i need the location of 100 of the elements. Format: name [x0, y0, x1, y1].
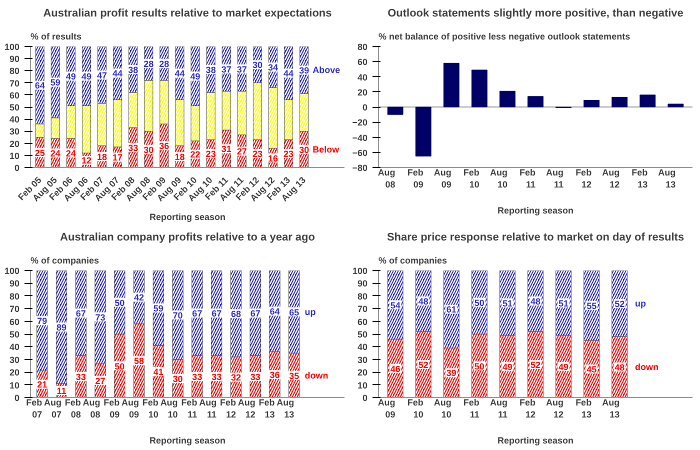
data-label: 31 [221, 144, 232, 154]
data-label: 30 [252, 60, 262, 70]
bar [387, 106, 404, 115]
data-label: 39 [446, 368, 456, 378]
y-tick-label: 90 [9, 278, 20, 289]
data-label: 50 [474, 361, 484, 372]
y-tick-label: −80 [352, 163, 368, 173]
data-label: 34 [268, 62, 278, 73]
y-tick-label: 90 [357, 278, 368, 289]
data-label: 17 [112, 152, 123, 163]
y-tick-label: 80 [357, 291, 368, 302]
data-label: 36 [270, 370, 280, 380]
x-tick-label: Feb 12 [220, 398, 236, 420]
x-tick-label: Feb 13 [632, 168, 648, 190]
data-label: 28 [159, 58, 170, 69]
y-tick-label: −20 [352, 118, 368, 128]
y-tick-label: 90 [9, 54, 20, 64]
data-label: 89 [56, 322, 67, 333]
data-label: 24 [50, 148, 60, 158]
y-tick-label: 40 [357, 342, 368, 352]
y-tick-label: 0 [362, 102, 368, 112]
y-tick-label: 100 [4, 42, 20, 52]
y-tick-label: 20 [9, 368, 20, 378]
data-label: 52 [614, 299, 625, 310]
data-label: 37 [236, 64, 247, 74]
data-label: 44 [284, 68, 294, 79]
x-tick-label: Aug 09 [434, 168, 452, 190]
data-label: 24 [66, 148, 76, 158]
x-tick-label: Aug 12 [546, 398, 564, 420]
y-tick-label: 50 [9, 102, 20, 112]
x-tick-label: Aug 11 [546, 168, 564, 190]
x-tick-label: Feb 13 [576, 398, 592, 420]
bar [415, 106, 432, 156]
data-label: 58 [134, 356, 144, 366]
chart-title: Australian company profits relative to a year ago [60, 232, 316, 244]
y-tick-label: 100 [4, 266, 20, 276]
x-tick-label: Aug 10 [490, 168, 508, 190]
data-label: 59 [153, 303, 164, 314]
x-tick-label: Aug 12 [602, 168, 620, 190]
x-tick-label: Feb 13 [258, 398, 276, 420]
y-tick-label: 20 [357, 87, 368, 98]
data-label: 64 [270, 306, 280, 317]
x-tick-label: Feb 08 [64, 398, 82, 420]
x-tick-label: Aug 11 [490, 398, 508, 420]
bar [640, 94, 656, 108]
data-label: 28 [144, 58, 154, 69]
x-tick-label: Aug 12 [238, 398, 256, 420]
data-label: 44 [174, 68, 185, 79]
data-label: 51 [558, 298, 569, 308]
data-label: 27 [236, 146, 247, 157]
y-tick-label: 0 [362, 393, 368, 403]
y-tick-label: 0 [14, 393, 20, 403]
x-axis-title: Reporting season [149, 212, 226, 222]
x-tick-label: Feb 12 [520, 398, 536, 420]
x-tick-label: Aug 09 [122, 398, 140, 420]
data-label: 16 [268, 153, 278, 164]
data-label: 25 [34, 148, 45, 158]
y-tick-label: 10 [9, 150, 20, 161]
data-label: 55 [586, 300, 597, 311]
y-tick-label: −40 [352, 132, 368, 143]
bar [584, 100, 600, 108]
data-label: 52 [530, 360, 541, 370]
data-label: 12 [81, 156, 92, 166]
data-label: 33 [76, 372, 86, 382]
data-label: 54 [390, 300, 400, 310]
x-tick-label: Feb 12 [576, 168, 592, 190]
data-label: 42 [134, 292, 144, 303]
y-tick-label: 10 [9, 380, 20, 390]
y-tick-label: 60 [357, 316, 368, 327]
data-label: 38 [206, 64, 216, 75]
data-label: 48 [530, 296, 541, 306]
bar [528, 96, 544, 108]
data-label: 68 [230, 309, 241, 320]
series-label: up [635, 298, 647, 309]
x-tick-label: Aug 10 [434, 398, 452, 420]
y-tick-label: 10 [357, 380, 368, 390]
data-label: 49 [502, 362, 512, 372]
y-tick-label: 70 [9, 304, 20, 314]
data-label: 23 [284, 149, 294, 160]
y-axis-title: % of results [30, 32, 82, 42]
x-tick-label: Feb 10 [463, 168, 480, 190]
x-tick-label: Feb 10 [142, 398, 159, 420]
data-label: 33 [250, 372, 260, 382]
series-label: up [304, 306, 316, 317]
x-tick-label: Feb 09 [104, 398, 120, 420]
data-label: 37 [221, 64, 232, 74]
data-label: 32 [230, 372, 241, 383]
data-label: 30 [172, 374, 183, 384]
y-tick-label: 80 [9, 66, 20, 76]
y-axis-title: % of companies [30, 256, 100, 266]
data-label: 50 [114, 298, 125, 308]
y-tick-label: 0 [14, 163, 20, 173]
data-label: 27 [95, 376, 106, 386]
data-label: 67 [76, 308, 86, 319]
y-tick-label: 20 [9, 138, 20, 149]
y-tick-label: 50 [9, 330, 20, 340]
y-tick-label: 40 [9, 342, 20, 352]
data-label: 49 [190, 72, 200, 82]
y-tick-label: 30 [9, 354, 20, 365]
data-label: 30 [144, 144, 154, 155]
